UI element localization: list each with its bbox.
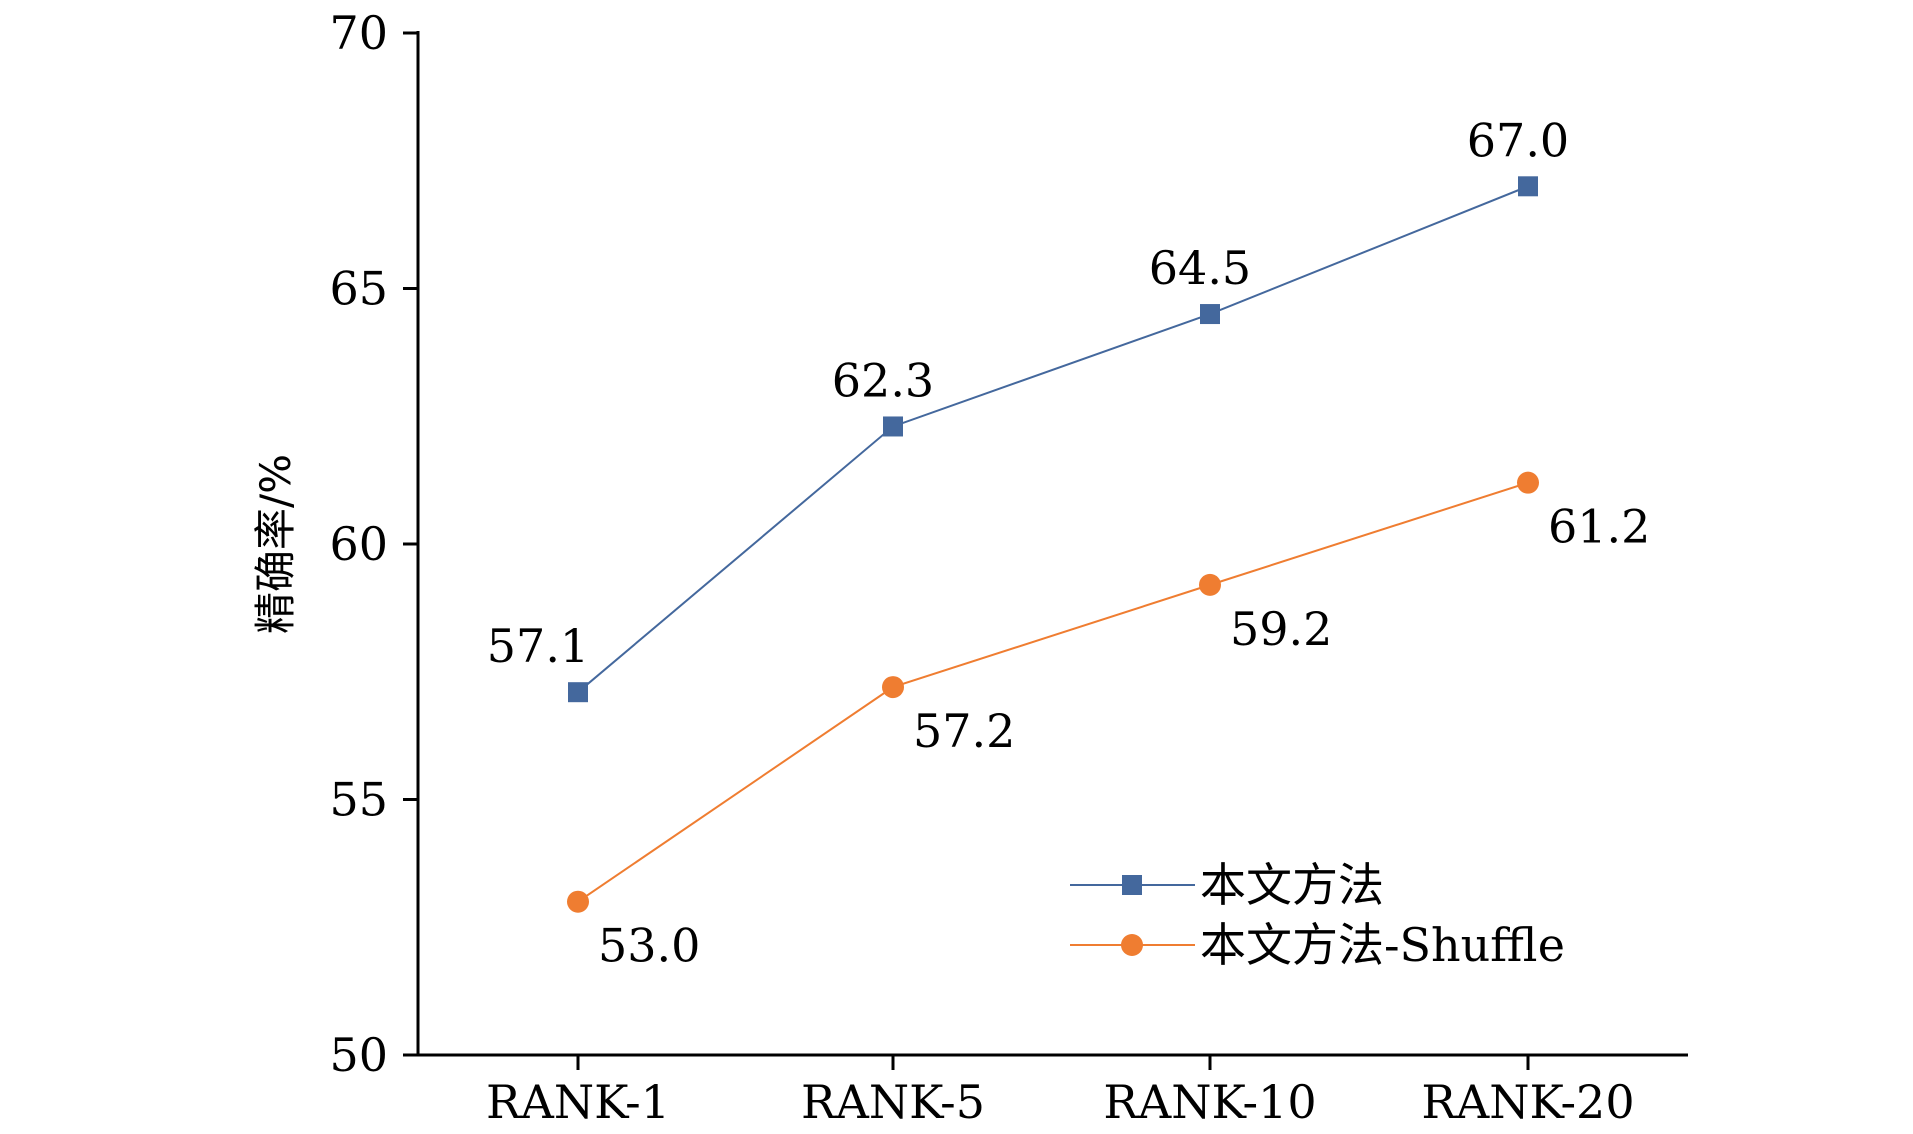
series-group: [567, 176, 1539, 913]
data-point-square: [883, 416, 903, 437]
x-tick-label: RANK-5: [801, 1075, 985, 1129]
y-tick-label: 70: [329, 6, 388, 60]
data-label: 57.2: [913, 704, 1015, 758]
axes: 50 55 60 65 70 RANK-1 RANK-5 RANK-10 RANK-20 精确率/…: [251, 6, 1688, 1129]
legend-marker-square: [1122, 875, 1142, 895]
data-label: 57.1: [487, 619, 589, 673]
data-point-square: [1200, 304, 1220, 325]
data-label: 62.3: [832, 353, 934, 407]
data-point-circle: [882, 676, 904, 699]
y-tick-label: 55: [329, 773, 388, 827]
x-tick-label: RANK-20: [1421, 1075, 1634, 1129]
data-point-square: [568, 682, 588, 703]
data-label: 67.0: [1467, 113, 1569, 167]
data-point-circle: [1517, 471, 1539, 494]
data-labels: 57.1 62.3 64.5 67.0 53.0 57.2 59.2 61.2: [487, 113, 1651, 972]
data-label: 64.5: [1149, 241, 1251, 295]
legend-marker-circle: [1121, 934, 1143, 956]
legend-label: 本文方法: [1200, 858, 1384, 912]
data-point-square: [1518, 176, 1538, 197]
y-tick-label: 65: [329, 262, 388, 316]
x-tick-label: RANK-1: [486, 1075, 670, 1129]
data-point-circle: [567, 890, 589, 913]
y-axis-label: 精确率/%: [251, 454, 300, 634]
data-label: 53.0: [598, 919, 700, 973]
data-label: 61.2: [1548, 500, 1650, 554]
y-tick-label: 60: [329, 517, 388, 571]
data-label: 59.2: [1230, 602, 1332, 656]
data-point-circle: [1199, 573, 1221, 596]
y-tick-label: 50: [329, 1028, 388, 1082]
legend-label: 本文方法-Shuffle: [1200, 918, 1565, 972]
series-line-1: [577, 185, 1529, 693]
series-line-2: [577, 481, 1529, 903]
x-tick-label: RANK-10: [1103, 1075, 1316, 1129]
